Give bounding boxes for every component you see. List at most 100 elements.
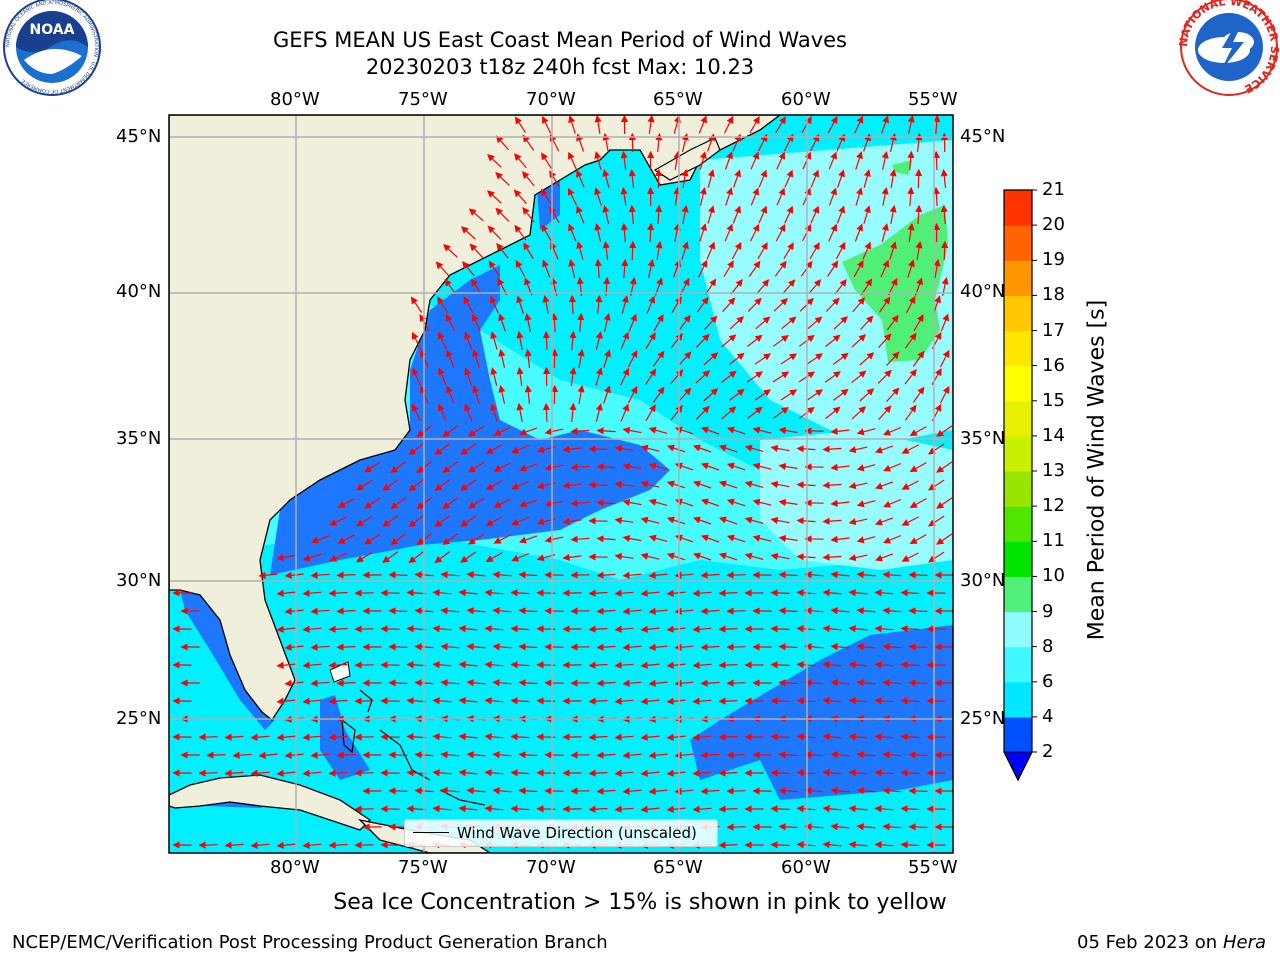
wind-wave-arrow xyxy=(863,169,871,188)
wind-wave-arrow xyxy=(284,679,304,687)
wind-wave-arrow xyxy=(830,787,850,795)
wind-wave-arrow xyxy=(855,187,863,206)
wind-wave-arrow xyxy=(770,769,790,777)
colorbar-tick-label: 4 xyxy=(1042,705,1054,727)
wind-wave-arrow xyxy=(782,279,796,295)
wind-wave-arrow xyxy=(706,241,716,260)
wind-wave-arrow xyxy=(781,316,797,330)
wind-wave-arrow xyxy=(514,116,527,133)
wind-wave-arrow xyxy=(596,751,616,759)
map-area xyxy=(169,115,953,853)
colorbar-tick-label: 6 xyxy=(1042,670,1054,692)
wind-wave-arrow xyxy=(856,571,876,579)
wind-wave-arrow xyxy=(848,733,868,741)
wind-wave-arrow xyxy=(912,386,925,403)
map-subtitle: 20230203 t18z 240h fcst Max: 10.23 xyxy=(365,55,755,79)
wind-wave-arrow xyxy=(882,751,902,759)
wind-wave-arrow xyxy=(541,224,552,242)
wind-wave-arrow xyxy=(848,661,868,669)
wind-wave-arrow xyxy=(620,403,630,422)
wind-wave-arrow xyxy=(435,261,450,277)
wind-wave-arrow xyxy=(718,697,738,705)
wind-wave-arrow xyxy=(446,385,455,404)
wind-wave-arrow xyxy=(856,428,876,436)
wind-wave-arrow xyxy=(852,297,866,313)
wind-wave-arrow xyxy=(487,190,502,204)
wind-wave-arrow xyxy=(780,353,798,365)
wind-wave-arrow xyxy=(770,661,790,669)
colorbar-tick-label: 19 xyxy=(1042,249,1065,271)
wind-wave-arrow xyxy=(594,187,602,206)
wind-wave-arrow xyxy=(856,464,876,472)
wind-wave-arrow xyxy=(276,661,296,669)
period-band-2-4 xyxy=(320,695,370,780)
noaa-logo-icon: NOAA NATIONAL OCEANIC AND ATMOSPHERIC AD… xyxy=(3,0,101,96)
wind-wave-arrow xyxy=(804,607,824,615)
wind-wave-arrow xyxy=(284,571,304,579)
wind-wave-arrow xyxy=(524,348,532,368)
wind-wave-arrow xyxy=(882,679,902,687)
wind-wave-arrow xyxy=(851,406,867,420)
colorbar-tick-label: 17 xyxy=(1042,319,1065,341)
wind-wave-arrow xyxy=(726,571,746,579)
wind-wave-arrow xyxy=(718,805,738,813)
period-band-8-9 xyxy=(700,140,953,440)
colorbar-swatch xyxy=(1004,646,1032,683)
wind-wave-arrow xyxy=(596,787,616,795)
lon-label-bottom: 65°W xyxy=(653,857,703,878)
wind-wave-arrow xyxy=(614,661,634,669)
wind-wave-arrow xyxy=(640,733,660,741)
wind-wave-arrow xyxy=(703,352,719,366)
wind-wave-arrow xyxy=(510,625,530,633)
wind-wave-arrow xyxy=(828,151,837,170)
wind-wave-arrow xyxy=(466,607,486,615)
wind-wave-arrow xyxy=(830,643,850,651)
wind-wave-arrow xyxy=(908,751,928,759)
machine-name: Hera xyxy=(1222,932,1266,953)
wind-wave-arrow xyxy=(440,679,460,687)
wind-wave-arrow xyxy=(510,769,530,777)
wind-wave-arrow xyxy=(495,207,510,222)
wind-wave-arrow xyxy=(621,258,629,279)
wind-wave-arrow xyxy=(744,552,764,560)
wind-wave-arrow xyxy=(603,385,611,404)
wind-wave-arrow xyxy=(408,551,425,564)
wind-wave-arrow xyxy=(577,384,585,405)
wind-wave-arrow xyxy=(886,314,899,331)
wind-wave-arrow xyxy=(726,498,746,507)
lon-label-bottom: 60°W xyxy=(781,857,831,878)
wind-wave-arrow xyxy=(770,480,790,488)
wind-wave-arrow xyxy=(670,332,683,349)
wind-wave-arrow xyxy=(718,516,738,525)
wind-wave-arrow xyxy=(681,204,689,225)
wind-wave-arrow xyxy=(904,368,917,385)
wind-wave-arrow xyxy=(206,751,226,759)
wind-wave-arrow xyxy=(493,462,511,472)
wind-wave-arrow xyxy=(492,751,512,759)
wind-wave-arrow xyxy=(490,331,498,350)
wind-wave-arrow xyxy=(627,385,638,404)
wind-wave-arrow xyxy=(909,462,927,472)
wind-wave-arrow xyxy=(432,769,452,777)
wind-wave-arrow xyxy=(466,571,486,579)
wind-wave-arrow xyxy=(726,823,746,831)
wind-wave-arrow xyxy=(446,349,455,368)
wind-wave-arrow xyxy=(822,553,842,561)
wind-wave-arrow xyxy=(622,751,642,759)
wind-wave-arrow xyxy=(940,168,948,188)
wind-wave-arrow xyxy=(856,643,876,651)
wind-wave-arrow xyxy=(388,643,408,651)
wind-wave-arrow xyxy=(568,259,576,278)
wind-wave-arrow xyxy=(458,661,478,669)
wind-wave-arrow xyxy=(622,679,642,687)
wind-wave-arrow xyxy=(648,534,668,542)
lat-label-left: 30°N xyxy=(116,570,162,591)
wind-wave-arrow xyxy=(485,480,503,490)
wind-wave-arrow xyxy=(856,751,876,759)
wind-wave-arrow xyxy=(614,769,634,777)
wind-wave-arrow xyxy=(755,316,771,330)
wind-wave-arrow xyxy=(640,769,660,777)
wind-wave-arrow xyxy=(692,805,712,813)
wind-wave-arrow xyxy=(544,464,564,472)
wind-wave-arrow xyxy=(647,115,655,134)
